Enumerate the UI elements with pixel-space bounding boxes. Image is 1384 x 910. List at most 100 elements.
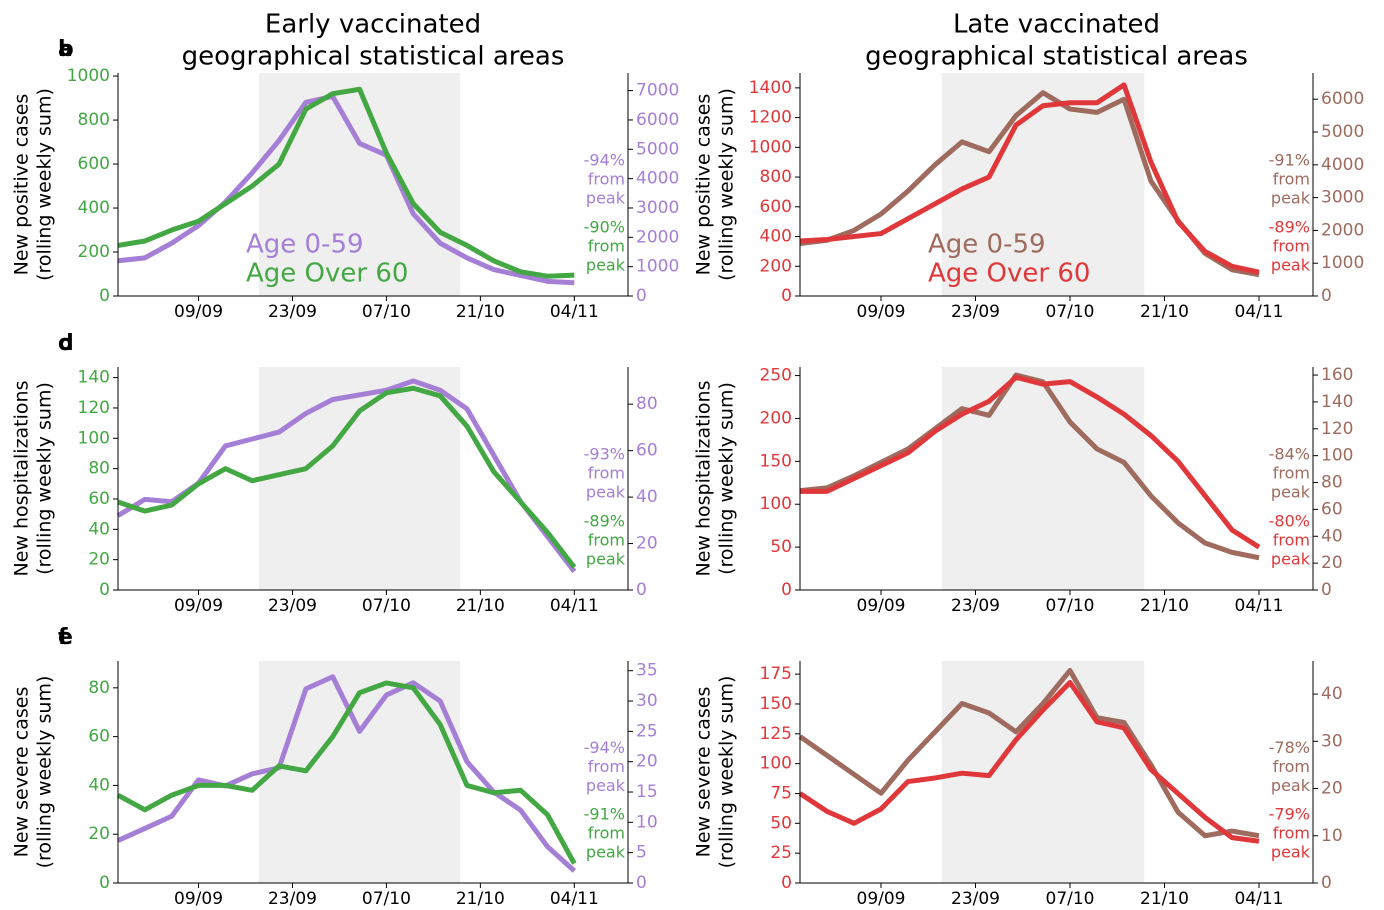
y-tick-label: 100 [78, 428, 110, 448]
series-line [799, 82, 1260, 275]
y2-tick-label: 60 [1321, 499, 1343, 519]
peak-annotation: -78% [1269, 738, 1310, 757]
y2-tick-label: 20 [1321, 553, 1343, 573]
y-axis-label: (rolling weekly sum) [34, 88, 56, 281]
peak-annotation: from [1273, 824, 1310, 843]
x-tick-label: 04/11 [550, 596, 599, 616]
peak-annotation: from [1273, 236, 1310, 255]
series-line [116, 680, 577, 865]
y-tick-label: 0 [781, 580, 792, 600]
y2-tick-label: 2000 [1321, 220, 1364, 240]
y2-tick-label: 7000 [636, 81, 679, 101]
y-axis-label: (rolling weekly sum) [34, 382, 56, 575]
y-tick-label: 200 [760, 256, 792, 276]
peak-annotation: from [588, 236, 625, 255]
y2-tick-label: 4000 [636, 169, 679, 189]
y2-tick-label: 80 [1321, 473, 1343, 493]
y2-tick-label: 140 [1321, 392, 1353, 412]
peak-annotation: -89% [584, 511, 625, 530]
peak-annotation: peak [1271, 843, 1311, 862]
y2-tick-label: 25 [636, 721, 658, 741]
y-tick-label: 150 [760, 694, 792, 714]
column-title: Early vaccinated [265, 10, 481, 40]
shaded-period [258, 367, 461, 590]
x-tick-label: 09/09 [857, 596, 906, 616]
panel-label: b [58, 37, 74, 62]
y-tick-label: 0 [99, 286, 110, 306]
y2-tick-label: 40 [636, 487, 658, 507]
x-tick-label: 07/10 [362, 889, 411, 909]
x-tick-label: 07/10 [362, 302, 411, 322]
y2-tick-label: 0 [1321, 873, 1332, 893]
peak-annotation: peak [586, 776, 626, 795]
peak-annotation: peak [586, 843, 626, 862]
x-tick-label: 04/11 [550, 889, 599, 909]
y2-tick-label: 20 [1321, 779, 1343, 799]
peak-annotation: -89% [1269, 217, 1310, 236]
panel-label: e [58, 625, 73, 650]
peak-annotation: from [588, 170, 625, 189]
y-axis-label: (rolling weekly sum) [716, 88, 738, 281]
peak-annotation: from [1273, 530, 1310, 549]
y-axis-label: New severe cases [11, 687, 33, 858]
y-tick-label: 0 [781, 873, 792, 893]
peak-annotation: from [1273, 170, 1310, 189]
peak-annotation: -91% [1269, 151, 1310, 170]
x-tick-label: 21/10 [1140, 596, 1189, 616]
x-tick-label: 09/09 [174, 596, 223, 616]
y2-tick-label: 5 [636, 843, 647, 863]
x-tick-label: 21/10 [1140, 302, 1189, 322]
y-axis-label: (rolling weekly sum) [34, 676, 56, 869]
y-tick-label: 40 [88, 519, 110, 539]
y-tick-label: 1000 [749, 137, 792, 157]
y-axis-label: New severe cases [693, 687, 715, 858]
peak-annotation: peak [1271, 255, 1311, 274]
y-tick-label: 150 [760, 451, 792, 471]
y2-tick-label: 3000 [636, 198, 679, 218]
y2-tick-label: 6000 [636, 110, 679, 130]
y2-tick-label: 30 [636, 691, 658, 711]
column-title: geographical statistical areas [865, 42, 1248, 72]
x-tick-label: 09/09 [857, 889, 906, 909]
y-tick-label: 200 [760, 408, 792, 428]
peak-annotation: -94% [584, 151, 625, 170]
peak-annotation: peak [586, 483, 626, 502]
y-tick-label: 25 [770, 843, 792, 863]
x-tick-label: 09/09 [857, 302, 906, 322]
y2-tick-label: 80 [636, 394, 658, 414]
y-tick-label: 1400 [749, 78, 792, 98]
y2-tick-label: 0 [636, 286, 647, 306]
shaded-period [258, 73, 461, 296]
y-axis-label: (rolling weekly sum) [716, 382, 738, 575]
y-tick-label: 80 [88, 678, 110, 698]
x-tick-label: 21/10 [456, 596, 505, 616]
legend-entry: Age Over 60 [928, 259, 1090, 289]
y-tick-label: 125 [760, 724, 792, 744]
y-tick-label: 800 [78, 110, 110, 130]
y-tick-label: 400 [78, 198, 110, 218]
y2-tick-label: 15 [636, 782, 658, 802]
peak-annotation: from [588, 530, 625, 549]
y-tick-label: 20 [88, 824, 110, 844]
y2-tick-label: 0 [1321, 580, 1332, 600]
y-tick-label: 40 [88, 775, 110, 795]
y-axis-label: New positive cases [693, 94, 715, 276]
series-line [117, 86, 575, 279]
y2-tick-label: 120 [1321, 419, 1353, 439]
y2-tick-label: 30 [1321, 731, 1343, 751]
x-tick-label: 07/10 [362, 596, 411, 616]
x-tick-label: 04/11 [1235, 889, 1284, 909]
series-line [800, 374, 1261, 550]
peak-annotation: peak [1271, 776, 1311, 795]
peak-annotation: -80% [1269, 511, 1310, 530]
y-tick-label: 1000 [67, 66, 110, 86]
y-tick-label: 140 [78, 368, 110, 388]
x-tick-label: 07/10 [1046, 889, 1095, 909]
x-tick-label: 07/10 [1046, 596, 1095, 616]
legend-entry: Age Over 60 [246, 259, 408, 289]
shaded-period [258, 661, 461, 883]
x-tick-label: 23/09 [268, 889, 317, 909]
panel-label: d [58, 331, 74, 356]
y2-tick-label: 1000 [1321, 253, 1364, 273]
